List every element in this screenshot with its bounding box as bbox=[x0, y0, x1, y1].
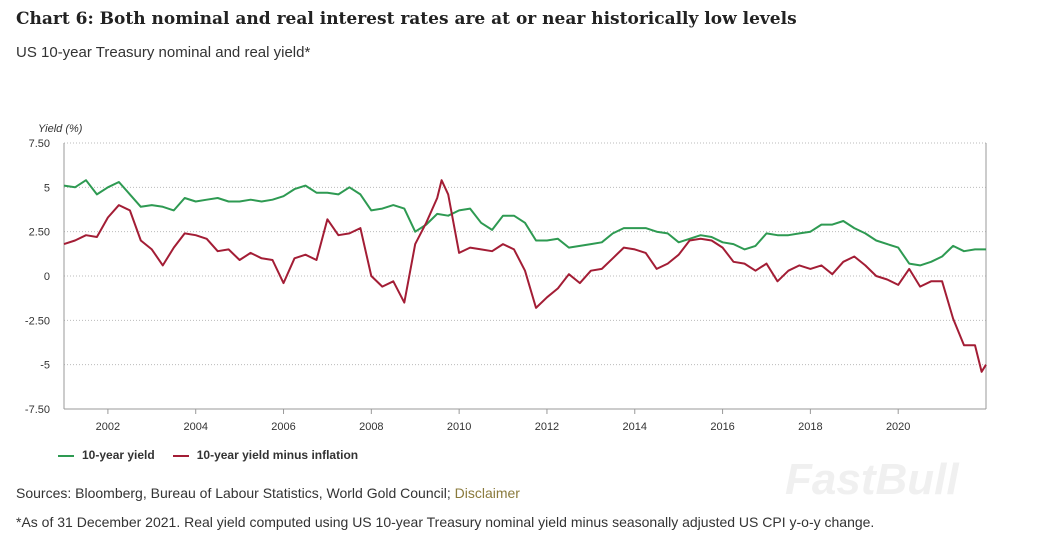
real-yield-line bbox=[63, 179, 987, 373]
y-tick-label: 7.50 bbox=[29, 138, 50, 150]
x-tick-label: 2006 bbox=[271, 421, 295, 433]
x-tick-label: 2018 bbox=[798, 421, 822, 433]
watermark: FastBull bbox=[785, 455, 959, 504]
legend-item-real[interactable]: 10-year yield minus inflation bbox=[172, 448, 359, 462]
x-tick-label: 2016 bbox=[710, 421, 734, 433]
legend: 10-year yield 10-year yield minus inflat… bbox=[58, 448, 358, 462]
y-tick-label: -7.50 bbox=[25, 404, 50, 416]
legend-swatch bbox=[172, 454, 189, 457]
x-tick-label: 2008 bbox=[359, 421, 383, 433]
x-tick-label: 2004 bbox=[183, 421, 207, 433]
y-axis-label: Yield (%) bbox=[38, 123, 83, 135]
footnote: *As of 31 December 2021. Real yield comp… bbox=[16, 514, 875, 530]
y-tick-label: -2.50 bbox=[25, 315, 50, 327]
x-tick-label: 2012 bbox=[535, 421, 559, 433]
nominal-yield-line bbox=[63, 179, 986, 267]
y-tick-label: -5 bbox=[40, 360, 50, 372]
x-tick-label: 2002 bbox=[96, 421, 120, 433]
legend-label: 10-year yield minus inflation bbox=[196, 448, 359, 462]
y-tick-label: 0 bbox=[44, 271, 50, 283]
legend-item-nominal[interactable]: 10-year yield bbox=[58, 448, 155, 462]
legend-label: 10-year yield bbox=[82, 448, 155, 462]
legend-swatch bbox=[58, 454, 74, 457]
chart-subtitle: US 10-year Treasury nominal and real yie… bbox=[16, 44, 311, 61]
sources: Sources: Bloomberg, Bureau of Labour Sta… bbox=[16, 485, 520, 501]
sources-text: Sources: Bloomberg, Bureau of Labour Sta… bbox=[16, 485, 451, 501]
y-tick-label: 2.50 bbox=[29, 227, 50, 239]
disclaimer-link[interactable]: Disclaimer bbox=[454, 485, 520, 501]
x-tick-label: 2014 bbox=[623, 421, 647, 433]
y-tick-label: 5 bbox=[44, 182, 50, 194]
x-tick-label: 2010 bbox=[447, 421, 471, 433]
chart-title: Chart 6: Both nominal and real interest … bbox=[16, 9, 797, 29]
x-tick-label: 2020 bbox=[886, 421, 910, 433]
